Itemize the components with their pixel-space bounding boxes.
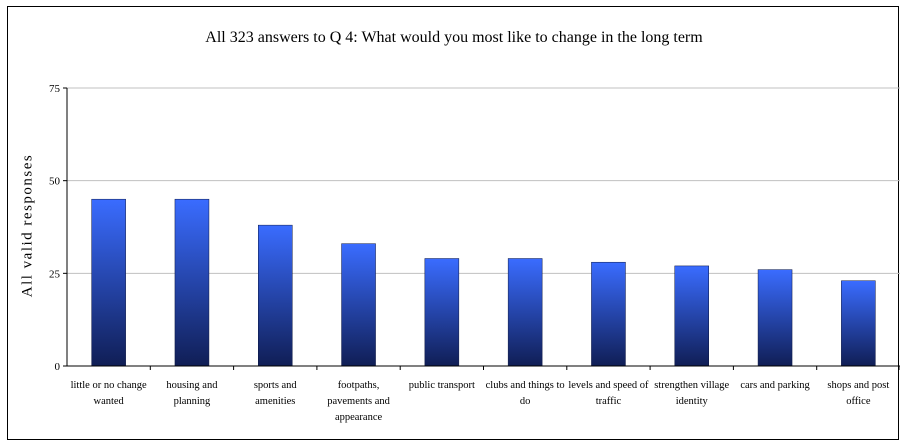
y-tick-label: 75 <box>49 83 61 95</box>
x-tick-label-line: public transport <box>409 380 475 391</box>
x-tick-label-line: levels and speed of <box>568 380 649 391</box>
x-tick-label: sports and amenities <box>254 380 298 407</box>
x-tick-label-line: do <box>520 396 531 407</box>
bar <box>258 224 293 367</box>
chart-frame: All 323 answers to Q 4: What would you m… <box>7 6 900 440</box>
x-tick-label-line: amenities <box>255 396 295 407</box>
x-tick-label: clubs and things to do <box>486 380 565 407</box>
bars <box>91 198 876 367</box>
x-tick-label-line: housing and <box>166 380 218 391</box>
x-tick-label-line: cars and parking <box>740 380 810 391</box>
bar <box>757 269 793 367</box>
x-tick-label-line: wanted <box>93 396 124 407</box>
x-tick-label-line: clubs and things to <box>486 380 565 391</box>
x-tick-label: public transport <box>409 380 475 391</box>
x-tick-label: cars and parking <box>740 380 810 391</box>
x-tick-label-line: shops and post <box>827 380 889 391</box>
chart-title: All 323 answers to Q 4: What would you m… <box>205 29 703 46</box>
bar-chart-plot: 0 25 50 75 little or no change wanted housing … <box>49 83 900 423</box>
y-tick-label: 50 <box>49 176 61 188</box>
x-tick-label-line: planning <box>174 396 211 407</box>
x-tick-label-line: traffic <box>596 396 622 407</box>
bar <box>91 198 126 367</box>
x-tick-label-line: identity <box>676 396 709 407</box>
axes <box>63 87 900 370</box>
x-tick-label: little or no change wanted <box>71 380 147 407</box>
x-tick-label: shops and post office <box>827 380 889 407</box>
x-tick-label-line: office <box>846 396 871 407</box>
bar <box>341 243 376 367</box>
x-tick-label-line: little or no change <box>71 380 147 391</box>
tick-labels: 0 25 50 75 little or no change wanted housing … <box>49 83 889 423</box>
x-tick-label: strengthen village identity <box>654 380 729 407</box>
bar <box>674 265 709 367</box>
x-tick-label-line: footpaths, <box>338 380 380 391</box>
y-tick-label: 25 <box>49 268 61 280</box>
x-tick-label: housing and planning <box>166 380 218 407</box>
bar <box>841 280 876 367</box>
x-tick-label-line: sports and <box>254 380 298 391</box>
x-tick-label-line: pavements and <box>327 396 390 407</box>
x-tick-label: footpaths, pavements and appearance <box>327 380 390 423</box>
bar <box>174 198 210 367</box>
y-tick-label: 0 <box>55 361 61 373</box>
x-tick-label: levels and speed of traffic <box>568 380 649 407</box>
x-tick-label-line: appearance <box>335 412 383 423</box>
x-tick-label-line: strengthen village <box>654 380 729 391</box>
bar <box>507 258 543 367</box>
bar <box>424 258 460 367</box>
bar <box>591 261 626 367</box>
